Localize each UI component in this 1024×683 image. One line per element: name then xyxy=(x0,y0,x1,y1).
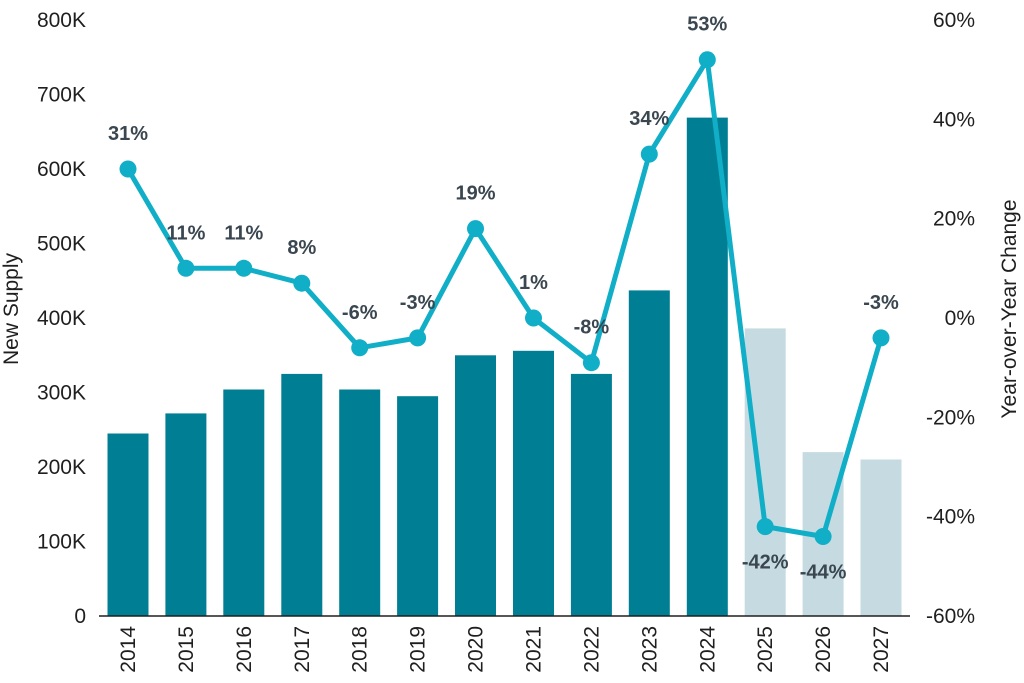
yoy-label-2023: 34% xyxy=(629,108,669,130)
x-tick-2018: 2018 xyxy=(349,626,372,673)
bar-2014 xyxy=(107,433,149,616)
yoy-line-series xyxy=(119,51,890,545)
yoy-label-2024: 53% xyxy=(687,14,727,36)
yoy-label-2026: -44% xyxy=(800,562,847,584)
yoy-point-2019 xyxy=(409,329,427,347)
bar-2023 xyxy=(628,290,670,616)
left-tick-label: 400K xyxy=(37,307,86,330)
right-axis-ticks: -60% -40% -20% 0% 20% 40% 60% xyxy=(926,9,975,628)
bar-2027 xyxy=(860,459,902,616)
yoy-label-2021: 1% xyxy=(519,272,548,294)
yoy-point-2022 xyxy=(582,354,600,372)
left-tick-label: 600K xyxy=(37,158,86,181)
bar-2016 xyxy=(223,389,265,616)
yoy-label-2014: 31% xyxy=(108,123,148,145)
bar-2024 xyxy=(686,117,728,616)
left-tick-label: 100K xyxy=(37,531,86,554)
bar-2019 xyxy=(397,396,439,616)
x-tick-2014: 2014 xyxy=(117,626,140,673)
x-tick-2021: 2021 xyxy=(523,626,546,673)
yoy-point-2024 xyxy=(698,51,716,69)
yoy-point-2017 xyxy=(293,274,311,292)
left-tick-label: 0 xyxy=(74,605,86,628)
yoy-point-2016 xyxy=(235,259,253,277)
yoy-data-labels: 31% 11% 11% 8% -6% -3% 19% 1% -8% 34% 53% -42% -44% -… xyxy=(108,14,899,584)
x-tick-2024: 2024 xyxy=(696,626,719,673)
bar-2025 xyxy=(744,328,786,616)
x-tick-2027: 2027 xyxy=(870,626,893,673)
left-tick-label: 700K xyxy=(37,84,86,107)
yoy-point-2015 xyxy=(177,259,195,277)
right-tick-label: 0% xyxy=(945,307,975,330)
yoy-point-2018 xyxy=(351,339,369,357)
bar-2021 xyxy=(513,350,554,616)
yoy-label-2016: 11% xyxy=(224,222,263,244)
yoy-label-2015: 11% xyxy=(166,222,205,244)
yoy-point-2020 xyxy=(467,220,484,238)
left-axis-title: New Supply xyxy=(0,252,23,365)
right-tick-label: -40% xyxy=(926,506,975,529)
right-tick-label: -60% xyxy=(926,605,975,628)
bar-2015 xyxy=(165,413,207,616)
x-tick-2025: 2025 xyxy=(754,626,777,673)
x-axis-ticks: 2014 2015 2016 2017 2018 2019 2020 2021 2022 2023… xyxy=(117,626,893,673)
x-tick-2016: 2016 xyxy=(233,626,256,673)
x-tick-2020: 2020 xyxy=(465,626,488,673)
x-tick-2019: 2019 xyxy=(407,626,430,673)
right-axis-title: Year-over-Year Change xyxy=(998,199,1021,418)
yoy-point-2025 xyxy=(756,518,774,536)
yoy-label-2027: -3% xyxy=(863,292,899,314)
left-tick-label: 500K xyxy=(37,233,86,256)
yoy-line xyxy=(125,57,884,539)
yoy-point-2026 xyxy=(814,528,832,545)
bar-series xyxy=(107,117,902,617)
yoy-point-2021 xyxy=(525,309,542,327)
left-tick-label: 300K xyxy=(37,382,86,405)
x-tick-2023: 2023 xyxy=(638,626,661,673)
left-tick-label: 800K xyxy=(37,9,86,32)
right-tick-label: -20% xyxy=(926,406,975,429)
yoy-label-2025: -42% xyxy=(742,552,789,574)
x-tick-2017: 2017 xyxy=(291,626,314,673)
x-tick-2026: 2026 xyxy=(812,626,835,673)
yoy-point-2027 xyxy=(872,329,890,347)
bar-2020 xyxy=(455,355,496,617)
yoy-point-2023 xyxy=(640,145,658,163)
yoy-label-2020: 19% xyxy=(455,183,495,205)
yoy-label-2022: -8% xyxy=(574,317,610,339)
yoy-point-2014 xyxy=(119,160,137,178)
yoy-label-2017: 8% xyxy=(287,237,316,259)
right-tick-label: 40% xyxy=(933,108,975,131)
bar-2022 xyxy=(570,373,612,616)
left-tick-label: 200K xyxy=(37,456,86,479)
right-tick-label: 20% xyxy=(933,208,975,231)
left-axis-ticks: 0 100K 200K 300K 400K 500K 600K 700K 800K xyxy=(37,9,86,628)
right-tick-label: 60% xyxy=(933,9,975,32)
x-tick-2015: 2015 xyxy=(175,626,198,673)
yoy-label-2018: -6% xyxy=(342,302,378,324)
yoy-label-2019: -3% xyxy=(400,292,436,314)
bar-2018 xyxy=(339,389,381,616)
x-tick-2022: 2022 xyxy=(580,626,603,673)
bar-2017 xyxy=(281,373,323,616)
